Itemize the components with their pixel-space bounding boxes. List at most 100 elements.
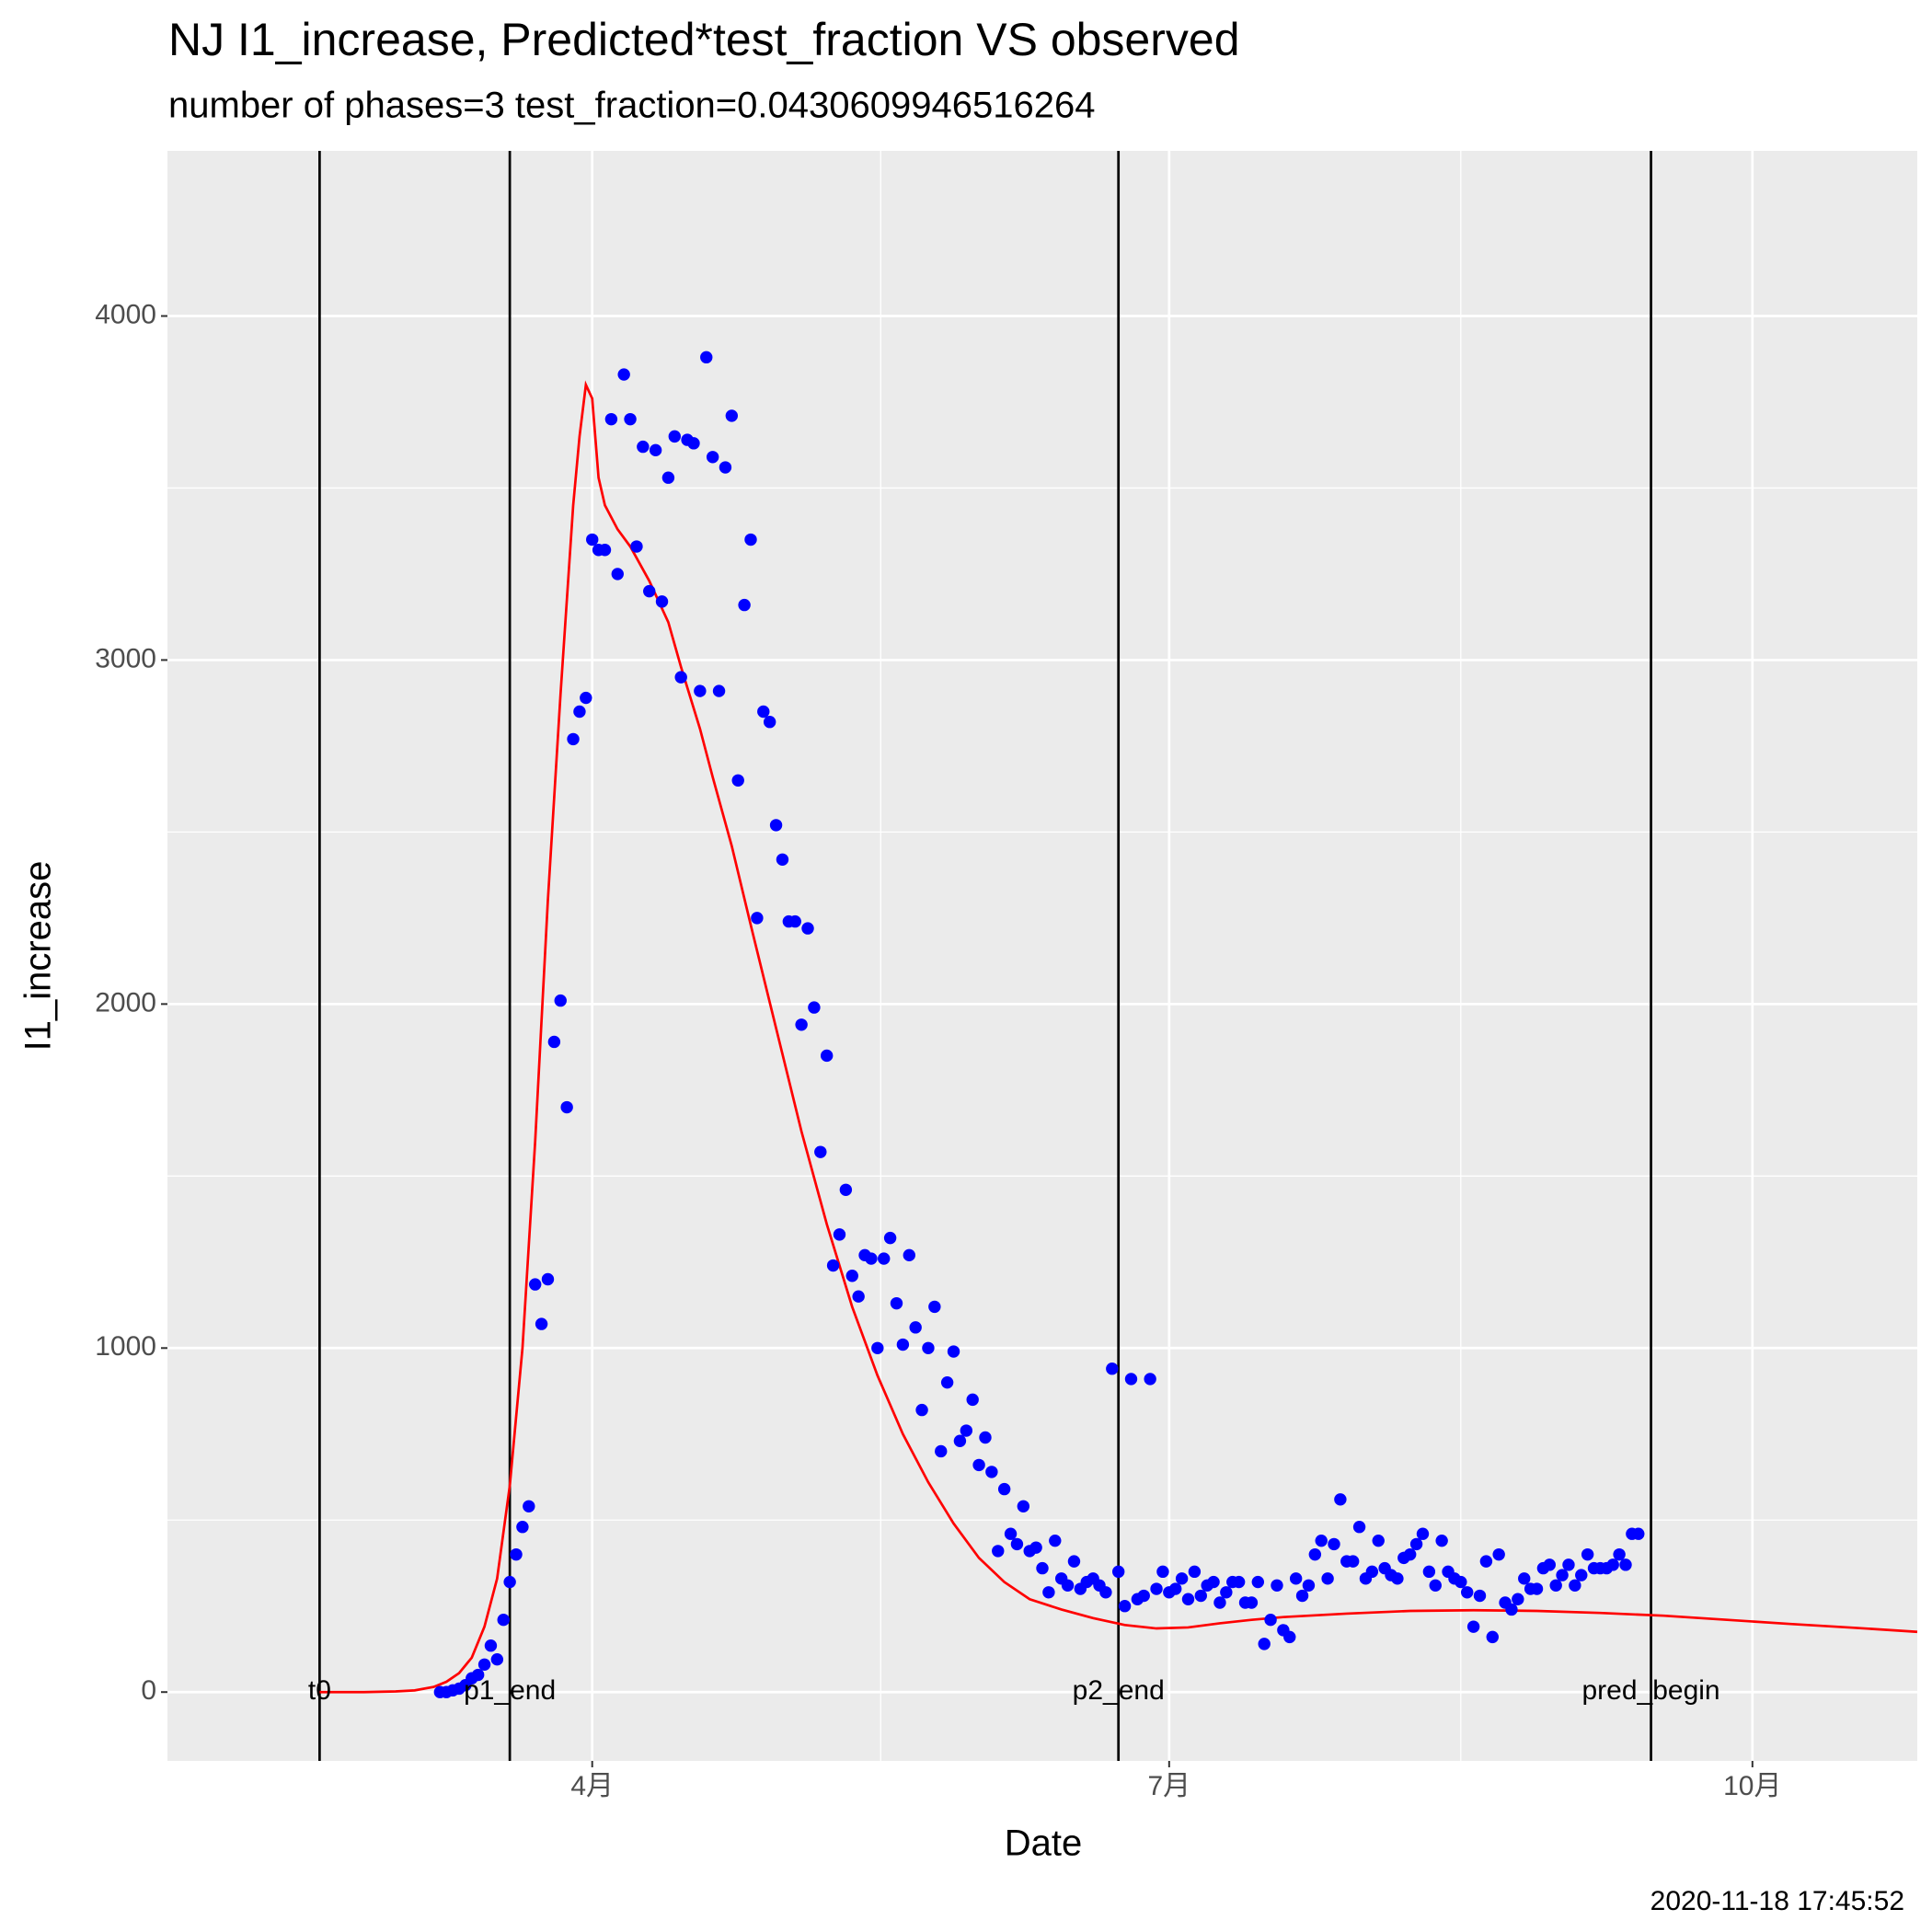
observed-point	[1061, 1579, 1075, 1592]
observed-point	[1416, 1527, 1430, 1540]
observed-point	[1505, 1603, 1518, 1616]
observed-point	[992, 1545, 1005, 1558]
observed-point	[997, 1482, 1011, 1496]
phase-label: p1_end	[464, 1675, 556, 1706]
observed-point	[947, 1345, 960, 1358]
observed-point	[744, 533, 757, 546]
observed-point	[909, 1321, 922, 1334]
phase-label: pred_begin	[1581, 1675, 1719, 1706]
observed-point	[953, 1434, 967, 1447]
phase-label: p2_end	[1073, 1675, 1165, 1706]
observed-point	[1308, 1547, 1322, 1561]
observed-point	[1466, 1620, 1480, 1633]
observed-point	[1486, 1630, 1499, 1644]
observed-point	[643, 584, 656, 598]
observed-point	[1118, 1600, 1132, 1613]
observed-point	[801, 922, 814, 935]
observed-point	[1429, 1579, 1442, 1592]
observed-point	[922, 1341, 935, 1354]
observed-point	[1156, 1565, 1169, 1579]
observed-point	[598, 544, 612, 557]
y-tick-label: 4000	[95, 299, 156, 329]
plot-background	[167, 151, 1917, 1761]
observed-point	[1409, 1537, 1423, 1551]
observed-point	[1150, 1582, 1163, 1595]
observed-point	[1518, 1572, 1531, 1585]
observed-point	[1321, 1572, 1334, 1585]
observed-point	[477, 1658, 491, 1671]
observed-point	[535, 1317, 548, 1330]
observed-point	[1302, 1579, 1316, 1592]
observed-point	[1543, 1558, 1557, 1571]
observed-point	[1181, 1593, 1195, 1605]
observed-point	[649, 443, 662, 457]
observed-point	[1372, 1534, 1385, 1547]
observed-point	[903, 1248, 915, 1262]
observed-point	[1106, 1363, 1119, 1375]
observed-point	[516, 1521, 529, 1534]
y-tick-label: 0	[141, 1675, 156, 1706]
x-axis-title: Date	[1005, 1823, 1083, 1864]
observed-point	[826, 1259, 840, 1272]
observed-point	[1619, 1558, 1632, 1571]
observed-point	[1213, 1596, 1226, 1609]
observed-point	[1188, 1565, 1202, 1579]
x-tick-label: 10月	[1723, 1771, 1781, 1801]
observed-point	[661, 471, 675, 484]
observed-point	[1613, 1547, 1626, 1561]
observed-point	[985, 1466, 998, 1478]
observed-point	[896, 1338, 910, 1351]
observed-point	[630, 540, 643, 553]
observed-point	[490, 1652, 504, 1666]
observed-point	[1391, 1572, 1404, 1585]
observed-point	[935, 1444, 948, 1458]
observed-point	[769, 819, 783, 832]
observed-point	[624, 412, 637, 426]
observed-point	[1036, 1561, 1049, 1575]
observed-point	[700, 351, 713, 364]
observed-point	[1365, 1565, 1379, 1579]
observed-point	[1289, 1572, 1303, 1585]
chart-title: NJ I1_increase, Predicted*test_fraction …	[168, 14, 1240, 65]
observed-point	[719, 461, 732, 474]
observed-point	[1137, 1589, 1150, 1603]
observed-point	[757, 705, 770, 719]
y-tick-label: 3000	[95, 643, 156, 673]
predicted-line	[319, 380, 1918, 1694]
observed-point	[1632, 1527, 1645, 1540]
observed-point	[554, 994, 567, 1007]
observed-point	[668, 430, 682, 443]
observed-point	[763, 716, 776, 729]
observed-point	[960, 1424, 973, 1437]
observed-point	[788, 914, 801, 928]
observed-point	[1010, 1537, 1024, 1551]
observed-point	[833, 1228, 846, 1241]
observed-point	[503, 1575, 516, 1589]
observed-point	[1461, 1586, 1474, 1599]
observed-point	[1422, 1565, 1436, 1579]
observed-point	[687, 437, 700, 450]
observed-point	[1175, 1572, 1189, 1585]
observed-point	[1352, 1521, 1366, 1534]
observed-point	[1245, 1596, 1259, 1609]
observed-point	[1271, 1579, 1283, 1592]
observed-point	[1144, 1373, 1156, 1386]
y-tick-label: 1000	[95, 1331, 156, 1362]
observed-point	[883, 1231, 897, 1245]
observed-point	[547, 1035, 561, 1049]
observed-point	[940, 1375, 954, 1389]
observed-point	[795, 1018, 808, 1031]
observed-point	[497, 1613, 510, 1627]
y-axis-title: I1_increase	[18, 861, 59, 1052]
observed-point	[1207, 1575, 1220, 1589]
observed-point	[1251, 1575, 1265, 1589]
observed-point	[966, 1393, 979, 1407]
observed-point	[1455, 1575, 1467, 1589]
observed-point	[1124, 1373, 1138, 1386]
observed-point	[731, 774, 744, 787]
observed-point	[979, 1431, 992, 1444]
observed-point	[1029, 1541, 1042, 1554]
observed-point	[776, 853, 789, 866]
observed-point	[523, 1500, 535, 1512]
